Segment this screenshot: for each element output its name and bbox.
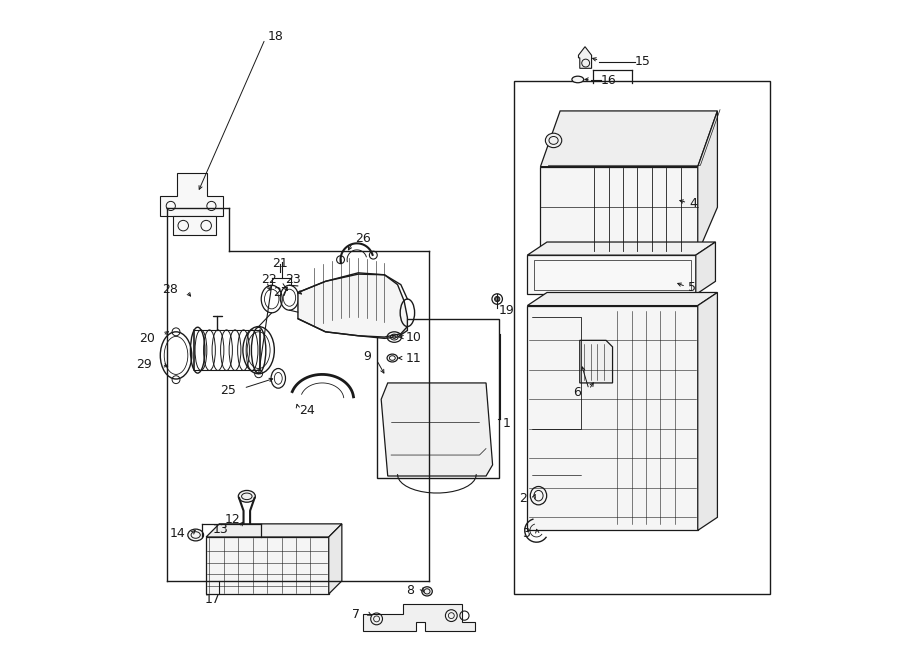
Text: 17: 17 bbox=[205, 593, 220, 605]
Text: 3: 3 bbox=[522, 527, 530, 540]
Ellipse shape bbox=[188, 529, 203, 541]
Polygon shape bbox=[698, 292, 717, 530]
Polygon shape bbox=[298, 273, 408, 338]
Text: 20: 20 bbox=[139, 332, 155, 345]
Text: 19: 19 bbox=[500, 304, 515, 317]
Polygon shape bbox=[527, 242, 716, 255]
Text: 13: 13 bbox=[212, 524, 229, 536]
Bar bbox=[534, 260, 691, 290]
Text: 9: 9 bbox=[364, 350, 372, 363]
Polygon shape bbox=[206, 537, 328, 594]
Polygon shape bbox=[579, 47, 591, 68]
Polygon shape bbox=[527, 305, 698, 530]
Polygon shape bbox=[206, 524, 342, 537]
Text: 14: 14 bbox=[169, 527, 185, 540]
Polygon shape bbox=[696, 242, 716, 294]
Polygon shape bbox=[580, 340, 613, 383]
Text: 10: 10 bbox=[405, 330, 421, 344]
Text: 18: 18 bbox=[268, 30, 284, 44]
Text: 2: 2 bbox=[518, 492, 526, 506]
Text: 26: 26 bbox=[355, 232, 371, 245]
Text: 21: 21 bbox=[272, 257, 287, 270]
Text: 23: 23 bbox=[284, 273, 301, 286]
Text: 7: 7 bbox=[352, 608, 359, 621]
Text: 25: 25 bbox=[220, 384, 236, 397]
Text: 6: 6 bbox=[573, 386, 581, 399]
Polygon shape bbox=[527, 292, 717, 305]
Ellipse shape bbox=[530, 486, 546, 505]
Polygon shape bbox=[541, 167, 698, 253]
Circle shape bbox=[495, 297, 500, 301]
Ellipse shape bbox=[238, 490, 256, 502]
Polygon shape bbox=[541, 111, 717, 167]
Text: 16: 16 bbox=[601, 73, 617, 87]
Polygon shape bbox=[160, 173, 222, 215]
Text: 11: 11 bbox=[405, 352, 421, 364]
Polygon shape bbox=[364, 604, 475, 631]
Ellipse shape bbox=[392, 336, 396, 338]
Polygon shape bbox=[527, 255, 696, 294]
Text: 22: 22 bbox=[261, 273, 277, 286]
Text: 29: 29 bbox=[136, 358, 152, 371]
Text: 12: 12 bbox=[224, 513, 240, 525]
Text: 4: 4 bbox=[689, 198, 698, 210]
Text: 15: 15 bbox=[634, 56, 651, 68]
Text: 1: 1 bbox=[502, 417, 510, 430]
Ellipse shape bbox=[422, 587, 432, 596]
Text: 5: 5 bbox=[688, 282, 696, 294]
Polygon shape bbox=[382, 383, 492, 476]
Bar bbox=[514, 81, 770, 594]
Text: 24: 24 bbox=[299, 404, 315, 417]
Ellipse shape bbox=[572, 76, 584, 83]
Bar bbox=[376, 319, 500, 478]
Text: 27: 27 bbox=[274, 286, 290, 299]
Polygon shape bbox=[328, 524, 342, 594]
Text: 8: 8 bbox=[407, 584, 415, 597]
Text: 28: 28 bbox=[162, 284, 178, 296]
Polygon shape bbox=[698, 111, 717, 253]
Ellipse shape bbox=[545, 134, 562, 147]
Polygon shape bbox=[174, 215, 216, 235]
